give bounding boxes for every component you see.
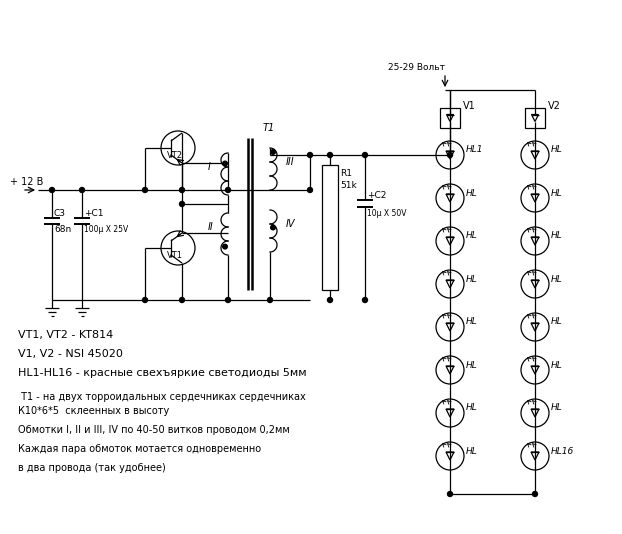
Text: HL: HL	[551, 145, 563, 154]
Text: Обмотки I, II и III, IV по 40-50 витков проводом 0,2мм: Обмотки I, II и III, IV по 40-50 витков …	[18, 425, 290, 435]
Text: III: III	[286, 157, 295, 167]
Text: HL: HL	[466, 404, 478, 412]
Text: + 12 В: + 12 В	[10, 177, 44, 187]
Circle shape	[226, 187, 231, 192]
Circle shape	[80, 187, 85, 192]
Text: HL: HL	[466, 360, 478, 370]
Circle shape	[223, 244, 227, 249]
Text: T1: T1	[263, 123, 276, 133]
Text: HL: HL	[551, 232, 563, 240]
Text: HL16: HL16	[551, 446, 574, 456]
Circle shape	[307, 153, 312, 158]
Text: 68n: 68n	[54, 225, 72, 234]
Text: HL1: HL1	[466, 145, 483, 154]
Circle shape	[267, 297, 272, 302]
Text: 51k: 51k	[340, 180, 357, 190]
Circle shape	[307, 187, 312, 192]
Circle shape	[180, 187, 185, 192]
Text: HL: HL	[466, 446, 478, 456]
Text: HL: HL	[551, 274, 563, 284]
Text: R1: R1	[340, 169, 352, 177]
Text: HL: HL	[551, 189, 563, 198]
Circle shape	[142, 187, 147, 192]
Text: T1 - на двух торроидальных сердечниках сердечниках: T1 - на двух торроидальных сердечниках с…	[18, 392, 306, 402]
Text: II: II	[208, 222, 214, 232]
Bar	[322, 165, 338, 290]
Bar	[525, 108, 545, 128]
Text: VT1: VT1	[167, 250, 183, 260]
Circle shape	[226, 297, 231, 302]
Text: в два провода (так удобнее): в два провода (так удобнее)	[18, 463, 165, 473]
Circle shape	[328, 153, 333, 158]
Text: V1, V2 - NSI 45020: V1, V2 - NSI 45020	[18, 349, 123, 359]
Text: HL: HL	[551, 404, 563, 412]
Circle shape	[363, 153, 368, 158]
Text: I: I	[208, 162, 211, 172]
Text: HL1-HL16 - красные свехъяркие светодиоды 5мм: HL1-HL16 - красные свехъяркие светодиоды…	[18, 368, 307, 378]
Text: 25-29 Вольт: 25-29 Вольт	[388, 64, 445, 73]
Circle shape	[447, 153, 452, 158]
Text: К10*6*5  склеенных в высоту: К10*6*5 склеенных в высоту	[18, 406, 169, 416]
Text: Каждая пара обмоток мотается одновременно: Каждая пара обмоток мотается одновременн…	[18, 444, 261, 454]
Circle shape	[142, 297, 147, 302]
Text: HL: HL	[466, 274, 478, 284]
Circle shape	[180, 201, 185, 207]
Text: +C2: +C2	[367, 191, 386, 200]
Text: HL: HL	[466, 318, 478, 326]
Circle shape	[363, 297, 368, 302]
Text: V2: V2	[548, 101, 561, 111]
Text: IV: IV	[286, 219, 295, 229]
Text: V1: V1	[463, 101, 476, 111]
Text: HL: HL	[466, 232, 478, 240]
Text: HL: HL	[466, 189, 478, 198]
Text: +C1: +C1	[84, 208, 103, 217]
Circle shape	[180, 297, 185, 302]
Text: VT1, VT2 - KT814: VT1, VT2 - KT814	[18, 330, 113, 340]
Circle shape	[271, 225, 276, 230]
Text: 100µ X 25V: 100µ X 25V	[84, 225, 128, 234]
Circle shape	[223, 161, 227, 166]
Text: VT2: VT2	[167, 151, 183, 160]
Circle shape	[532, 491, 537, 497]
Circle shape	[328, 297, 333, 302]
Text: 10µ X 50V: 10µ X 50V	[367, 208, 407, 217]
Circle shape	[271, 150, 276, 154]
Text: HL: HL	[551, 318, 563, 326]
Circle shape	[50, 187, 55, 192]
Text: HL: HL	[551, 360, 563, 370]
Text: C3: C3	[54, 209, 66, 218]
Circle shape	[447, 491, 452, 497]
Bar	[440, 108, 460, 128]
